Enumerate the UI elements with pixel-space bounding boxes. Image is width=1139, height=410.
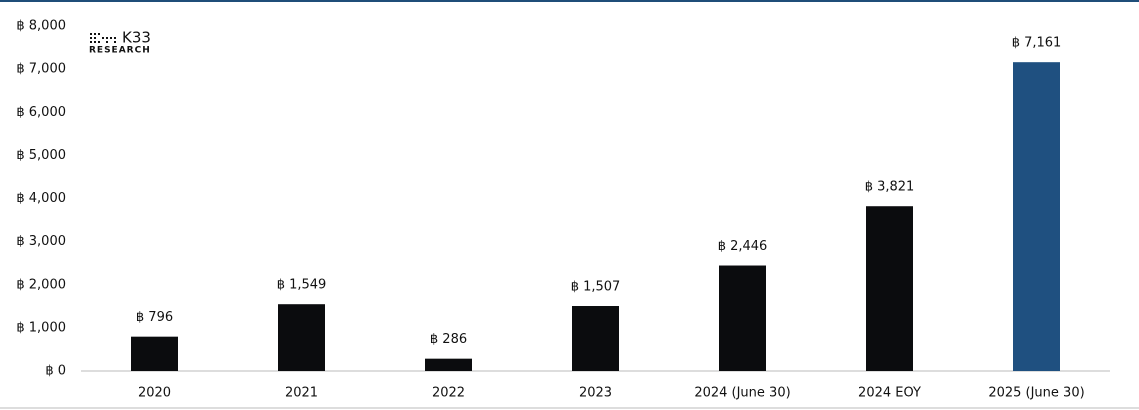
bar: [425, 358, 472, 371]
y-tick-label: ฿ 1,000: [16, 320, 66, 335]
value-label: ฿ 7,161: [1012, 36, 1062, 51]
x-tick-label: 2023: [579, 386, 612, 401]
x-tick-label: 2022: [432, 386, 465, 401]
logo-name: K33: [122, 29, 151, 47]
y-tick-label: ฿ 4,000: [16, 191, 66, 206]
bar: [1013, 62, 1060, 371]
bar: [719, 265, 766, 371]
x-tick-label: 2021: [285, 386, 318, 401]
logo-subtitle: RESEARCH: [89, 46, 151, 56]
y-tick-label: ฿ 2,000: [16, 277, 66, 292]
y-tick-label: ฿ 0: [45, 364, 66, 379]
bar: [866, 206, 913, 371]
value-label: ฿ 1,507: [571, 280, 621, 295]
value-label: ฿ 2,446: [718, 239, 768, 254]
value-label: ฿ 796: [136, 310, 173, 325]
x-tick-label: 2020: [138, 386, 171, 401]
bar: [278, 304, 325, 371]
y-tick-label: ฿ 7,000: [16, 62, 66, 77]
bar: [131, 336, 178, 371]
y-tick-label: ฿ 8,000: [16, 19, 66, 34]
y-tick-label: ฿ 3,000: [16, 234, 66, 249]
y-tick-label: ฿ 6,000: [16, 105, 66, 120]
value-label: ฿ 1,549: [277, 278, 327, 293]
x-tick-label: 2025 (June 30): [988, 386, 1084, 401]
y-tick-label: ฿ 5,000: [16, 148, 66, 163]
logo-icon: [90, 33, 116, 43]
x-tick-label: 2024 EOY: [858, 386, 921, 401]
x-tick-label: 2024 (June 30): [694, 386, 790, 401]
bar: [572, 306, 619, 371]
value-label: ฿ 286: [430, 332, 467, 347]
value-label: ฿ 3,821: [865, 180, 915, 195]
